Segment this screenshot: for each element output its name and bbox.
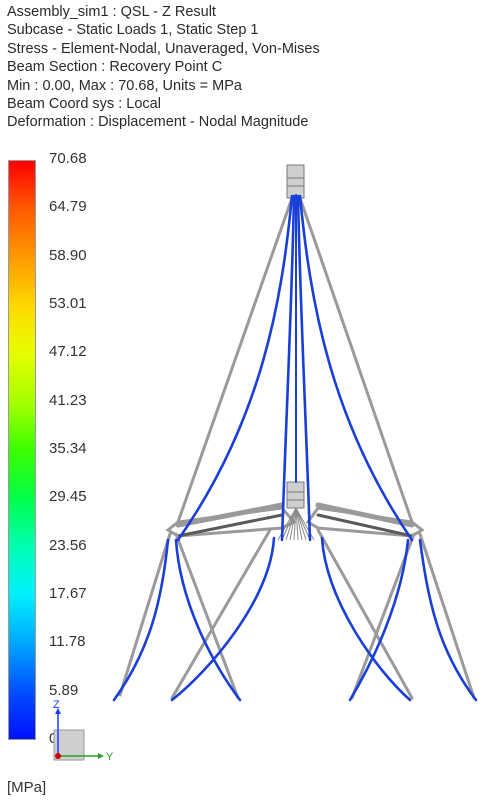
color-legend-bar — [8, 160, 36, 740]
header-line-min-max: Min : 0.00, Max : 70.68, Units = MPa — [7, 77, 242, 94]
deformed-structure — [112, 194, 478, 702]
triad-origin-icon — [55, 753, 61, 759]
deformed-member — [320, 536, 412, 702]
z-axis-label: Z — [53, 700, 60, 711]
deformed-member — [298, 194, 414, 542]
legend-value: 53.01 — [49, 295, 87, 312]
undeformed-structure — [118, 196, 476, 700]
undeformed-member — [174, 532, 240, 700]
header-line-title: Assembly_sim1 : QSL - Z Result — [7, 4, 216, 20]
legend-value: 29.45 — [49, 488, 87, 505]
deformed-member — [174, 538, 242, 702]
undeformed-member — [170, 528, 272, 700]
legend-value: 70.68 — [49, 150, 87, 167]
y-axis-arrow-icon — [98, 753, 104, 759]
legend-value: 47.12 — [49, 343, 87, 360]
legend-value: 23.56 — [49, 537, 87, 554]
header-line-beam-section: Beam Section : Recovery Point C — [7, 59, 223, 76]
legend-value: 11.78 — [49, 633, 86, 650]
undeformed-member — [298, 196, 414, 524]
legend-value: 64.79 — [49, 198, 87, 215]
undeformed-member — [315, 502, 415, 528]
undeformed-member — [418, 532, 476, 700]
hub-blocks — [286, 164, 305, 509]
coordinate-triad: Z Y — [53, 700, 114, 763]
legend-value: 17.67 — [49, 585, 87, 602]
legend-value: 5.89 — [49, 682, 79, 699]
undeformed-member — [316, 513, 414, 538]
deformed-member — [170, 536, 276, 702]
header-line-subcase: Subcase - Static Loads 1, Static Step 1 — [7, 22, 259, 39]
cable-fan — [277, 507, 315, 541]
legend-value: 58.90 — [49, 247, 87, 264]
undeformed-member — [118, 532, 172, 697]
legend-value: 41.23 — [49, 392, 87, 409]
header-line-deformation: Deformation : Displacement - Nodal Magni… — [7, 114, 309, 131]
undeformed-member — [305, 506, 425, 538]
z-axis-arrow-icon — [55, 708, 61, 714]
legend-units: [MPa] — [7, 779, 47, 796]
undeformed-member — [316, 528, 414, 700]
result-header: Assembly_sim1 : QSL - Z Result Subcase -… — [7, 3, 320, 132]
y-axis-label: Y — [106, 751, 114, 763]
deformed-member — [348, 538, 410, 702]
undeformed-member — [176, 513, 284, 538]
undeformed-member — [176, 196, 294, 524]
deformed-member — [112, 538, 170, 702]
mid-hub — [286, 481, 305, 509]
header-line-coord-sys: Beam Coord sys : Local — [7, 96, 161, 113]
deformed-member — [176, 194, 294, 542]
deformed-member — [418, 538, 478, 702]
legend-value: 35.34 — [49, 440, 87, 457]
top-hub — [286, 164, 305, 199]
deformed-member — [296, 194, 312, 542]
undeformed-member — [175, 502, 285, 528]
header-line-stress: Stress - Element-Nodal, Unaveraged, Von-… — [7, 40, 320, 57]
deformed-member — [280, 194, 296, 542]
